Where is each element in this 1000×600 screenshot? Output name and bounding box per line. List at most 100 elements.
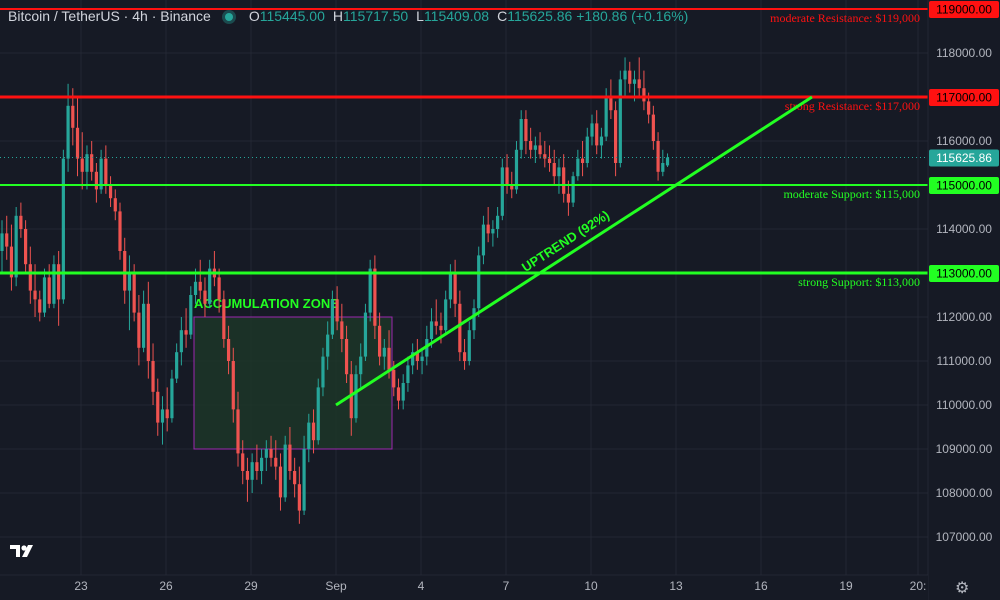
candle bbox=[212, 251, 216, 287]
price-axis[interactable]: 107000.00 108000.00 109000.00 110000.00 1110… bbox=[927, 0, 1000, 600]
tradingview-logo-icon[interactable] bbox=[8, 540, 38, 562]
candle-body bbox=[514, 149, 519, 190]
candle-body bbox=[28, 264, 32, 291]
candle-body bbox=[330, 299, 334, 335]
candle-body bbox=[236, 409, 240, 454]
candle bbox=[524, 110, 528, 155]
candle bbox=[203, 277, 207, 317]
candle bbox=[401, 374, 405, 410]
candle-body bbox=[434, 321, 438, 326]
chart-grid bbox=[0, 0, 928, 575]
market-status-icon bbox=[224, 12, 233, 21]
candle-body bbox=[486, 224, 490, 234]
time-tick-label: 23 bbox=[74, 579, 88, 593]
time-tick-label: 4 bbox=[418, 579, 425, 593]
candle-body bbox=[269, 449, 273, 458]
candle-body bbox=[500, 167, 504, 216]
candle bbox=[411, 343, 415, 375]
candle-body bbox=[302, 449, 306, 511]
candle bbox=[547, 145, 552, 172]
candle bbox=[500, 158, 504, 221]
candle bbox=[245, 457, 250, 502]
moderate-support-price-tag-text: 115000.00 bbox=[936, 179, 992, 193]
time-tick-label: 19 bbox=[839, 579, 853, 593]
candle-body bbox=[85, 154, 89, 172]
candle-body bbox=[363, 312, 368, 357]
candle-body bbox=[529, 141, 533, 150]
candle-body bbox=[203, 290, 207, 304]
candle-body bbox=[137, 312, 141, 348]
moderate-support-price-tag-bg bbox=[929, 177, 999, 194]
open-value: 115445.00 bbox=[259, 8, 325, 24]
candle-body bbox=[665, 157, 670, 166]
time-axis[interactable]: 23 26 29 Sep 4 7 10 13 16 19 20: bbox=[0, 574, 928, 600]
candle bbox=[326, 321, 330, 370]
candle bbox=[184, 308, 188, 348]
candle bbox=[208, 259, 212, 309]
candle bbox=[382, 339, 386, 370]
candle-body bbox=[344, 339, 349, 375]
candle bbox=[496, 207, 500, 238]
candle-body bbox=[226, 339, 231, 361]
candle bbox=[543, 141, 547, 168]
time-axis-background bbox=[0, 575, 928, 600]
gear-icon[interactable]: ⚙ bbox=[955, 580, 970, 597]
candle bbox=[311, 409, 316, 454]
candle-body bbox=[5, 233, 9, 247]
moderate-support-label: moderate Support: $115,000 bbox=[783, 187, 920, 201]
candle-body bbox=[75, 127, 80, 159]
candle-body bbox=[651, 114, 655, 141]
candle bbox=[628, 61, 632, 93]
candle bbox=[137, 295, 141, 366]
high-label: H bbox=[332, 8, 343, 24]
candle bbox=[580, 141, 585, 177]
time-tick-label: Sep bbox=[325, 579, 347, 593]
time-tick-label: 29 bbox=[244, 579, 258, 593]
candle bbox=[307, 413, 311, 463]
candle bbox=[562, 154, 566, 203]
candle bbox=[156, 378, 160, 436]
candle-body bbox=[472, 308, 476, 331]
candle-body bbox=[510, 185, 514, 190]
candle bbox=[453, 259, 457, 317]
candle bbox=[123, 237, 127, 304]
change-value: +180.86 (+0.16%) bbox=[576, 8, 689, 24]
candle-body bbox=[52, 264, 56, 304]
candle bbox=[571, 171, 575, 207]
candle bbox=[108, 176, 113, 207]
candle bbox=[90, 141, 94, 181]
time-tick-label: 13 bbox=[669, 579, 683, 593]
candle bbox=[198, 259, 202, 300]
current-price-tag-bg bbox=[929, 149, 999, 167]
symbol-title[interactable]: Bitcoin / TetherUS · 4h · Binance bbox=[8, 8, 211, 24]
candle bbox=[222, 290, 226, 348]
candle-body bbox=[491, 229, 495, 234]
candle-body bbox=[637, 79, 641, 89]
candle bbox=[396, 378, 401, 410]
candle bbox=[19, 202, 23, 238]
candle-body bbox=[326, 334, 330, 357]
price-tick-label: 116000.00 bbox=[936, 134, 992, 148]
candle bbox=[462, 339, 467, 370]
candle bbox=[344, 325, 349, 383]
candle-body bbox=[260, 457, 264, 471]
candle-body bbox=[566, 193, 570, 203]
candle-body bbox=[184, 330, 188, 335]
candle-body bbox=[411, 352, 415, 366]
candle-body bbox=[444, 299, 448, 331]
candle-body bbox=[628, 70, 632, 84]
candle bbox=[316, 378, 320, 445]
strong-resistance-price-tag-bg bbox=[929, 89, 999, 106]
price-levels: moderate Resistance: $119,000 strong Resi… bbox=[0, 8, 928, 289]
candle bbox=[661, 149, 665, 177]
candle bbox=[189, 286, 193, 339]
candle-body bbox=[42, 277, 47, 313]
candle bbox=[9, 224, 14, 291]
candle-body bbox=[368, 268, 372, 313]
candle bbox=[264, 440, 268, 471]
candle bbox=[429, 308, 434, 348]
candle-body bbox=[160, 409, 165, 423]
candle bbox=[491, 220, 495, 247]
candle bbox=[250, 453, 254, 493]
